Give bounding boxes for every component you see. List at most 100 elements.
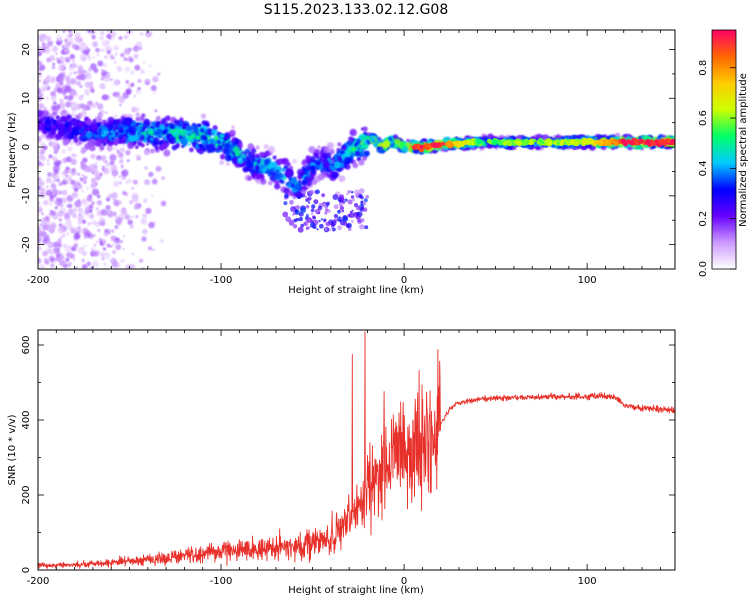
heatmap-cell: [67, 204, 70, 208]
heatmap-cell: [129, 200, 133, 205]
heatmap-cell: [633, 140, 638, 144]
heatmap-cell: [68, 209, 75, 216]
heatmap-cell: [313, 152, 320, 159]
heatmap-cell: [290, 219, 295, 224]
heatmap-cell: [94, 173, 101, 180]
heatmap-cell: [135, 112, 140, 117]
heatmap-cell: [334, 161, 341, 169]
heatmap-cell: [369, 135, 376, 143]
heatmap-cell: [94, 101, 99, 106]
heatmap-cell: [310, 208, 315, 213]
heatmap-cell: [98, 237, 102, 241]
heatmap-cell: [43, 123, 47, 126]
heatmap-cell: [224, 142, 231, 150]
heatmap-cell: [133, 94, 136, 98]
heatmap-cell: [57, 197, 63, 203]
heatmap-cell: [78, 43, 86, 51]
heatmap-cell: [45, 35, 52, 42]
heatmap-cell: [306, 214, 309, 217]
heatmap-cell: [64, 57, 71, 63]
heatmap-cell: [49, 123, 52, 127]
heatmap-cell: [263, 144, 269, 149]
heatmap-cell: [90, 214, 94, 219]
heatmap-cell: [58, 56, 66, 63]
heatmap-cell: [58, 223, 63, 227]
heatmap-cell: [93, 252, 98, 257]
heatmap-cell: [100, 208, 108, 216]
heatmap-cell: [306, 181, 312, 187]
heatmap-cell: [544, 139, 549, 144]
heatmap-cell: [115, 217, 123, 225]
heatmap-cell: [140, 32, 144, 36]
heatmap-cell: [66, 252, 71, 257]
heatmap-cell: [73, 233, 80, 240]
heatmap-cell: [195, 135, 200, 140]
heatmap-cell: [610, 139, 614, 144]
heatmap-cell: [147, 134, 151, 138]
heatmap-cell: [112, 197, 117, 202]
heatmap-cell: [183, 125, 188, 130]
spectrogram-y-tick-label: -20: [21, 236, 32, 252]
heatmap-cell: [111, 192, 118, 199]
heatmap-cell: [173, 139, 177, 143]
heatmap-cell: [57, 210, 65, 217]
heatmap-cell: [41, 212, 44, 216]
heatmap-cell: [61, 62, 64, 65]
heatmap-cell: [286, 168, 294, 176]
heatmap-cell: [106, 50, 111, 55]
heatmap-cell: [84, 81, 92, 88]
heatmap-cell: [71, 62, 77, 68]
heatmap-cell: [81, 134, 86, 140]
heatmap-cell: [329, 171, 334, 175]
heatmap-cell: [78, 141, 82, 145]
heatmap-cell: [300, 223, 305, 228]
heatmap-cell: [576, 140, 580, 145]
heatmap-cell: [141, 117, 145, 121]
heatmap-cell: [136, 140, 143, 147]
heatmap-cell: [94, 221, 101, 227]
heatmap-cell: [68, 261, 72, 266]
heatmap-cell: [38, 232, 42, 237]
heatmap-cell: [491, 139, 498, 145]
heatmap-cell: [83, 165, 91, 173]
heatmap-cell: [105, 197, 111, 202]
heatmap-cell: [65, 222, 73, 229]
heatmap-cell: [338, 209, 341, 213]
heatmap-cell: [105, 111, 108, 114]
heatmap-cell: [364, 150, 370, 156]
heatmap-cell: [59, 98, 64, 103]
heatmap-cell: [382, 140, 391, 148]
heatmap-cell: [231, 158, 239, 165]
heatmap-cell: [50, 134, 54, 138]
heatmap-cell: [469, 135, 473, 139]
heatmap-cell: [358, 159, 365, 166]
heatmap-cell: [137, 86, 141, 91]
heatmap-cell: [356, 218, 361, 222]
heatmap-cell: [209, 146, 216, 153]
heatmap-cell: [130, 70, 135, 75]
heatmap-cell: [72, 118, 78, 125]
heatmap-cell: [113, 176, 116, 179]
heatmap-cell: [38, 123, 42, 130]
heatmap-cell: [161, 176, 165, 180]
snr-y-tick-label: 600: [21, 335, 32, 354]
spectrogram-ridge: [411, 137, 675, 153]
heatmap-cell: [326, 201, 330, 206]
heatmap-cell: [214, 133, 218, 137]
heatmap-cell: [112, 211, 117, 216]
heatmap-cell: [377, 142, 382, 147]
heatmap-cell: [90, 30, 95, 36]
heatmap-cell: [126, 159, 130, 163]
snr-x-tick-label: -100: [210, 576, 233, 587]
heatmap-cell: [70, 179, 76, 185]
heatmap-cell: [85, 92, 90, 96]
heatmap-cell: [315, 189, 320, 195]
heatmap-cell: [570, 139, 576, 145]
heatmap-cell: [130, 82, 135, 87]
heatmap-cell: [55, 253, 61, 258]
heatmap-cell: [88, 138, 96, 147]
heatmap-cell: [58, 172, 61, 176]
heatmap-cell: [67, 199, 70, 203]
